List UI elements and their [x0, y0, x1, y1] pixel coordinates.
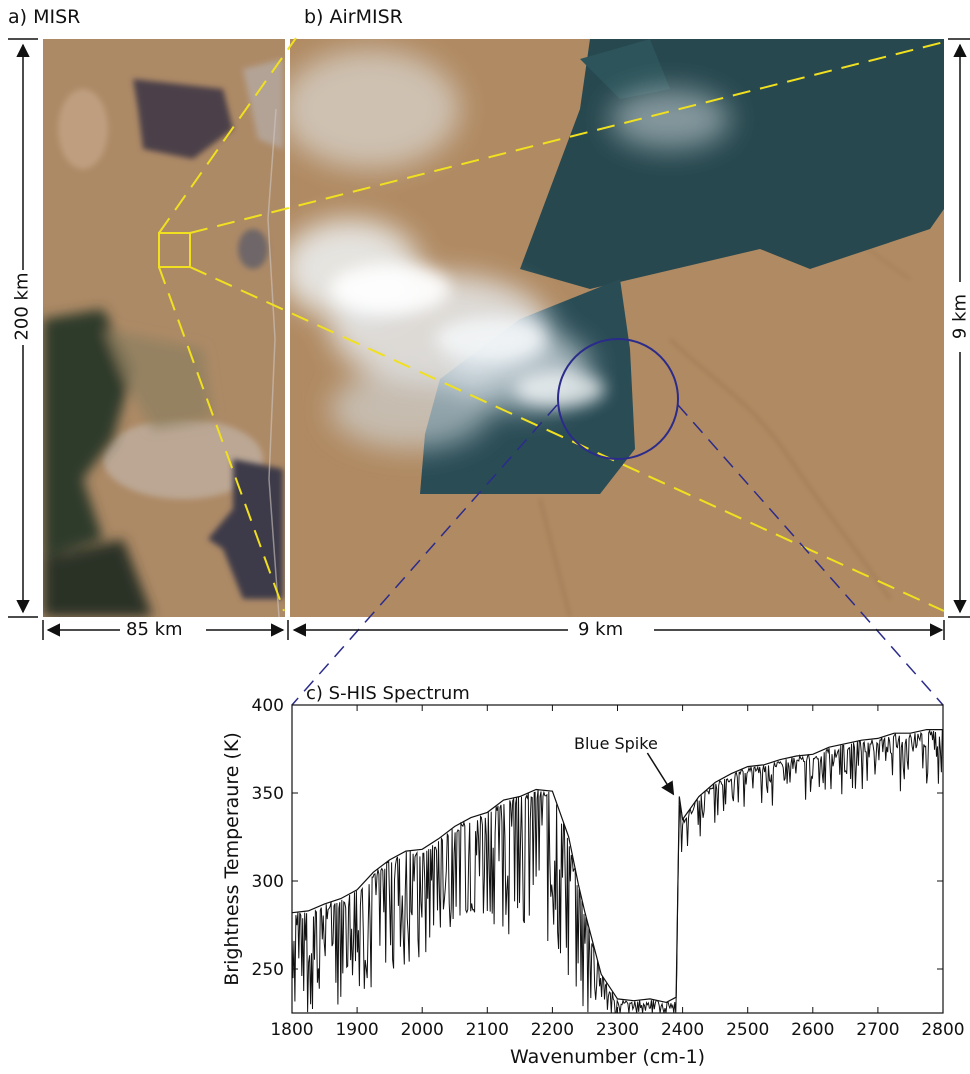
chart-x-axis-label: Wavenumber (cm-1): [510, 1046, 705, 1068]
misr-width-label: 85 km: [126, 619, 183, 640]
airmisr-image: [290, 39, 944, 617]
x-tick-label: 2200: [531, 1020, 574, 1040]
misr-zoom-box: [158, 232, 191, 268]
x-tick-label: 2800: [921, 1020, 964, 1040]
airmisr-height-label: 9 km: [949, 293, 970, 340]
dimension-ticks: [8, 38, 970, 640]
x-tick-label: 2300: [596, 1020, 639, 1040]
x-tick-label: 2700: [856, 1020, 899, 1040]
spectrum-trace: [292, 729, 943, 1013]
blue-spike-arrow: [646, 752, 675, 796]
chart-y-axis-label: Brightness Temperaure (K): [221, 732, 243, 986]
sample-circle: [557, 338, 679, 460]
x-tick-label: 2600: [791, 1020, 834, 1040]
y-tick-label: 400: [252, 696, 284, 716]
blue-spike-annotation: Blue Spike: [574, 734, 658, 753]
x-tick-label: 2500: [726, 1020, 769, 1040]
x-tick-label: 2100: [466, 1020, 509, 1040]
zoom-connectors: [158, 37, 945, 612]
spectrum-envelope: [292, 729, 943, 1004]
panel-a-label: a) MISR: [8, 6, 81, 28]
misr-image: [43, 39, 285, 617]
y-tick-label: 300: [252, 872, 284, 892]
panel-b-label: b) AirMISR: [304, 6, 403, 28]
chart-x-axis-label-text: Wavenumber (cm-1): [510, 1046, 706, 1068]
y-tick-label: 250: [252, 960, 284, 980]
chart-title: c) S-HIS Spectrum: [306, 683, 470, 704]
dimension-arrows: [16, 43, 967, 637]
x-tick-label: 1800: [270, 1020, 313, 1040]
misr-height-label: 200 km: [11, 272, 33, 341]
x-tick-label: 2000: [401, 1020, 444, 1040]
airmisr-width-label: 9 km: [578, 619, 624, 640]
spectrum-connectors: [291, 404, 944, 706]
spectrum-chart: 1800 1900 2000 2100 2200 2300 2400 2500 2600 2700…: [252, 696, 965, 1040]
x-tick-label: 1900: [335, 1020, 378, 1040]
y-tick-label: 350: [252, 784, 284, 804]
x-tick-label: 2400: [661, 1020, 704, 1040]
